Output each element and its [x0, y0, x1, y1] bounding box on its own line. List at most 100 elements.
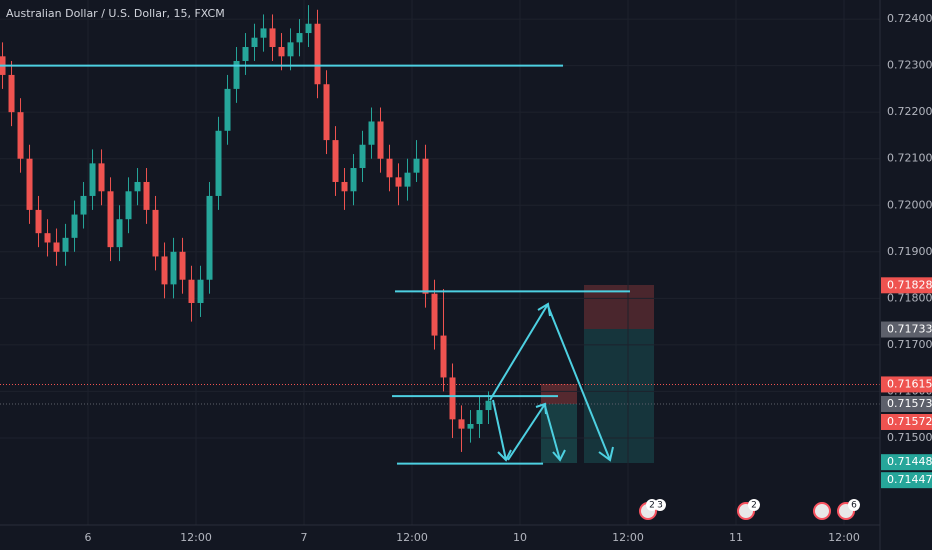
- arrow-head: [537, 302, 551, 317]
- candle-body: [161, 256, 168, 285]
- candle-body: [116, 219, 123, 248]
- target-zone: [584, 329, 654, 463]
- candle-body: [260, 28, 267, 38]
- chart-title: Australian Dollar / U.S. Dollar, 15, FXC…: [6, 7, 225, 20]
- arrow: [489, 303, 549, 401]
- event-badge: [848, 499, 860, 511]
- arrow-head: [497, 449, 512, 462]
- x-tick-label: 12:00: [828, 531, 860, 544]
- arrow: [544, 405, 561, 461]
- candle-body: [269, 28, 276, 48]
- candle-body: [206, 195, 213, 280]
- event-icons: 2 3 2 6: [639, 499, 860, 520]
- candle-body: [485, 400, 492, 411]
- y-tick-label: 0.71800: [887, 291, 932, 304]
- candle-body: [386, 158, 393, 178]
- candle-body: [107, 191, 114, 248]
- candle-body: [71, 214, 78, 238]
- candle-body: [197, 279, 204, 303]
- candle-body: [80, 195, 87, 215]
- price-badge-label: 0.71447: [887, 473, 932, 486]
- candle-body: [323, 84, 330, 141]
- candle-body: [62, 237, 69, 252]
- candle-body: [17, 112, 24, 159]
- price-badge-label: 0.71828: [887, 278, 932, 291]
- stop-zone: [541, 384, 577, 404]
- candle-body: [179, 251, 186, 280]
- event-count: 6: [851, 501, 857, 511]
- price-badge-label: 0.71572: [887, 415, 932, 428]
- candle-body: [413, 158, 420, 173]
- price-badge: [881, 321, 932, 338]
- arrow: [507, 403, 546, 461]
- price-badge-label: 0.71615: [887, 377, 932, 390]
- candle-body: [314, 23, 321, 85]
- candle-body: [188, 279, 195, 303]
- y-tick-label: 0.72200: [887, 105, 932, 118]
- candle-body: [296, 33, 303, 43]
- candle-body: [368, 121, 375, 145]
- y-tick-label: 0.72000: [887, 198, 932, 211]
- candle-body: [305, 23, 312, 34]
- price-badge: [881, 376, 932, 393]
- candle-body: [233, 60, 240, 89]
- arrow: [492, 399, 507, 461]
- candle-body: [458, 419, 465, 429]
- y-tick-label: 0.72400: [887, 12, 932, 25]
- candle-body: [440, 335, 447, 378]
- price-badge-label: 0.71573: [887, 397, 932, 410]
- candle-body: [395, 177, 402, 187]
- y-tick-label: 0.71700: [887, 338, 932, 351]
- candle-body: [134, 181, 141, 192]
- candle-body: [377, 121, 384, 159]
- candle-body: [224, 88, 231, 131]
- x-tick-label: 11: [729, 531, 743, 544]
- x-tick-label: 12:00: [612, 531, 644, 544]
- arrow-head: [598, 446, 614, 462]
- candle-body: [44, 233, 51, 243]
- price-badge-label: 0.71448: [887, 455, 932, 468]
- arrow: [547, 305, 611, 461]
- x-tick-label: 7: [301, 531, 308, 544]
- candle-body: [98, 163, 105, 192]
- price-badge-label: 0.71733: [887, 323, 932, 336]
- y-tick-label: 0.72100: [887, 152, 932, 165]
- candle-body: [467, 424, 474, 429]
- position-boxes: [541, 285, 654, 463]
- arrow-head: [552, 449, 566, 462]
- candle-body: [53, 242, 60, 252]
- candle-body: [215, 130, 222, 196]
- candle-body: [422, 158, 429, 294]
- candle-body: [431, 293, 438, 336]
- x-tick-label: 12:00: [396, 531, 428, 544]
- candle-body: [359, 144, 366, 169]
- candle-body: [143, 181, 150, 210]
- x-tick-label: 10: [513, 531, 527, 544]
- candle-body: [476, 410, 483, 425]
- candle-body: [332, 140, 339, 182]
- x-tick-label: 6: [85, 531, 92, 544]
- candle-body: [26, 158, 33, 210]
- candle-body: [89, 163, 96, 196]
- candle-body: [125, 191, 132, 220]
- candle-body: [350, 168, 357, 192]
- event-count: 2: [751, 501, 757, 511]
- candle-body: [8, 74, 15, 113]
- candle-body: [287, 42, 294, 57]
- x-tick-label: 12:00: [180, 531, 212, 544]
- candle-body: [404, 172, 411, 187]
- candle-body: [251, 37, 258, 48]
- candle-body: [35, 209, 42, 234]
- event-icon: [813, 502, 831, 520]
- event-badge: [748, 499, 760, 511]
- price-badge: [881, 395, 932, 412]
- candle-body: [449, 377, 456, 420]
- candle-body: [341, 181, 348, 192]
- price-badge: [881, 472, 932, 489]
- event-count: 3: [657, 501, 663, 511]
- event-badge: [654, 499, 666, 511]
- price-badge: [881, 277, 932, 294]
- event-count: 2: [649, 501, 655, 511]
- price-badge: [881, 413, 932, 430]
